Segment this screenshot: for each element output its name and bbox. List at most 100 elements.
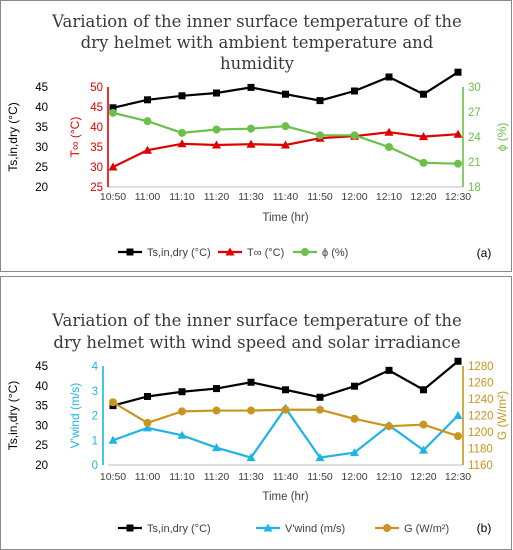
chart-b-ts-tick-label: 40 xyxy=(35,381,48,393)
chart-a-tinf-point xyxy=(384,127,394,136)
chart-a-tinf-tick-label: 35 xyxy=(90,142,103,154)
chart-a-ts-point xyxy=(351,87,358,95)
chart-a-phi-point xyxy=(212,125,221,134)
chart-b-g-point xyxy=(178,407,186,416)
chart-a-phi-point xyxy=(143,117,152,126)
chart-a-phi-point xyxy=(281,122,290,131)
chart-a-ts-tick-label: 45 xyxy=(35,82,48,94)
chart-b-vw-tick-label: 1 xyxy=(92,435,98,447)
chart-a-ts-point xyxy=(454,68,462,76)
chart-a-tinf-point xyxy=(246,139,256,148)
chart-b-g-point xyxy=(247,406,255,415)
chart-b-vw-point xyxy=(453,411,463,419)
chart-b-g-point xyxy=(454,432,462,441)
chart-b-ts-tick-label: 45 xyxy=(35,361,48,373)
chart-a-tinf-point xyxy=(108,162,118,171)
chart-panel-b: Variation of the inner surface temperatu… xyxy=(0,276,512,550)
chart-b-legend-marker xyxy=(383,524,391,532)
chart-b-ts-tick-label: 20 xyxy=(35,460,48,472)
chart-b-x-tick-label: 12:20 xyxy=(410,471,436,483)
chart-b-vw-point xyxy=(419,445,428,454)
chart-a-phi-tick-label: 21 xyxy=(468,157,481,169)
chart-a-ts-axis-title: Ts,in,dry (°C) xyxy=(6,102,20,171)
chart-a-phi-point xyxy=(350,131,359,140)
chart-b-x-tick-label: 12:30 xyxy=(445,471,471,483)
chart-b-g-tick-label: 1160 xyxy=(468,460,493,472)
chart-b-legend-marker xyxy=(263,523,273,532)
chart-a-phi-point xyxy=(316,131,324,140)
chart-b-g-point xyxy=(419,420,428,429)
chart-a-legend-label: ϕ (%) xyxy=(322,247,348,259)
chart-b-vw-axis-title: V'wind (m/s) xyxy=(68,383,82,449)
chart-a-ts-tick-label: 30 xyxy=(35,142,48,154)
chart-b-vw-point xyxy=(350,448,359,457)
chart-a-series-line-tinf xyxy=(112,131,459,168)
chart-a-series-line-ts xyxy=(112,71,459,109)
chart-b-g-axis-title: G (W/m²) xyxy=(495,391,509,440)
chart-a-tinf-point xyxy=(177,139,187,148)
chart-b-g-tick-label: 1220 xyxy=(468,411,494,423)
chart-b-ts-point xyxy=(144,392,151,400)
chart-a-tinf-tick-label: 40 xyxy=(90,122,103,134)
chart-a-ts-point xyxy=(420,90,427,98)
chart-a-tinf-point xyxy=(143,145,152,154)
chart-a-legend-marker xyxy=(225,247,235,256)
chart-b-vw-point xyxy=(212,443,221,452)
chart-a-x-tick-label: 12:10 xyxy=(376,191,402,203)
chart-b-ts-point xyxy=(282,386,289,394)
chart-a-x-tick-label: 12:30 xyxy=(445,191,471,203)
chart-b-g-point xyxy=(316,405,324,414)
chart-b-ts-axis-title: Ts,in,dry (°C) xyxy=(6,381,20,450)
chart-b-x-axis-title: Time (hr) xyxy=(262,491,308,503)
chart-a-phi-point xyxy=(178,128,186,137)
chart-a-x-tick-label: 11:00 xyxy=(135,191,161,203)
chart-b-vw-tick-label: 0 xyxy=(92,460,98,472)
chart-b-x-tick-label: 11:00 xyxy=(135,471,161,483)
chart-a-tinf-point xyxy=(281,140,290,149)
chart-b-ts-point xyxy=(385,366,393,374)
chart-b-vw-point xyxy=(246,453,256,462)
chart-b-series-line-vw xyxy=(112,406,459,459)
chart-b-vw-point xyxy=(177,430,187,439)
chart-a-ts-point xyxy=(213,89,220,97)
chart-a-panel-label: (a) xyxy=(477,246,492,260)
chart-b-vw-point xyxy=(315,453,325,462)
chart-a-tinf-tick-label: 45 xyxy=(90,102,103,114)
chart-a-tinf-axis-title: T∞ (°C) xyxy=(68,117,82,158)
chart-a-title-line-3: humidity xyxy=(220,54,294,73)
chart-b-legend-label: Ts,in,dry (°C) xyxy=(147,523,211,535)
chart-a-ts-tick-label: 40 xyxy=(35,102,48,114)
chart-b-x-tick-label: 11:40 xyxy=(273,471,299,483)
chart-b-x-tick-label: 11:30 xyxy=(238,471,264,483)
chart-b-ts-point xyxy=(213,385,220,393)
chart-a-x-tick-label: 12:00 xyxy=(341,191,367,203)
chart-b-g-point xyxy=(281,405,290,414)
chart-a-legend-marker xyxy=(126,248,134,256)
chart-a-legend-label: Ts,in,dry (°C) xyxy=(147,247,211,259)
chart-a-ts-point xyxy=(247,83,255,91)
chart-b-ts-tick-label: 35 xyxy=(35,401,48,413)
chart-a-series-line-phi xyxy=(112,111,459,165)
chart-a-title-line-1: Variation of the inner surface temperatu… xyxy=(52,12,462,31)
chart-b-g-tick-label: 1240 xyxy=(468,394,494,406)
chart-b-title-line-2: dry helmet with wind speed and solar irr… xyxy=(53,333,461,352)
chart-a-x-tick-label: 12:20 xyxy=(410,191,436,203)
chart-a-ts-tick-label: 25 xyxy=(35,162,48,174)
chart-b-ts-tick-label: 25 xyxy=(35,440,48,452)
chart-b-ts-tick-label: 30 xyxy=(35,420,48,432)
chart-a-title-line-2: dry helmet with ambient temperature and xyxy=(80,33,434,52)
chart-a-phi-axis-title: ϕ (%) xyxy=(495,123,509,152)
chart-a-x-axis-title: Time (hr) xyxy=(262,212,308,224)
chart-a-tinf-tick-label: 50 xyxy=(90,82,103,94)
chart-a-ts-point xyxy=(316,97,324,105)
chart-b-x-tick-label: 10:50 xyxy=(100,471,126,483)
chart-b-legend-label: V'wind (m/s) xyxy=(285,523,345,535)
chart-b-ts-point xyxy=(420,386,427,394)
chart-a-x-tick-label: 11:50 xyxy=(307,191,333,203)
chart-a-x-tick-label: 10:50 xyxy=(100,191,126,203)
chart-a-ts-point xyxy=(144,96,151,104)
chart-b-x-tick-label: 11:50 xyxy=(307,471,333,483)
chart-a-ts-tick-label: 35 xyxy=(35,122,48,134)
chart-a-ts-point xyxy=(178,92,186,100)
chart-b-panel-label: (b) xyxy=(477,521,492,535)
